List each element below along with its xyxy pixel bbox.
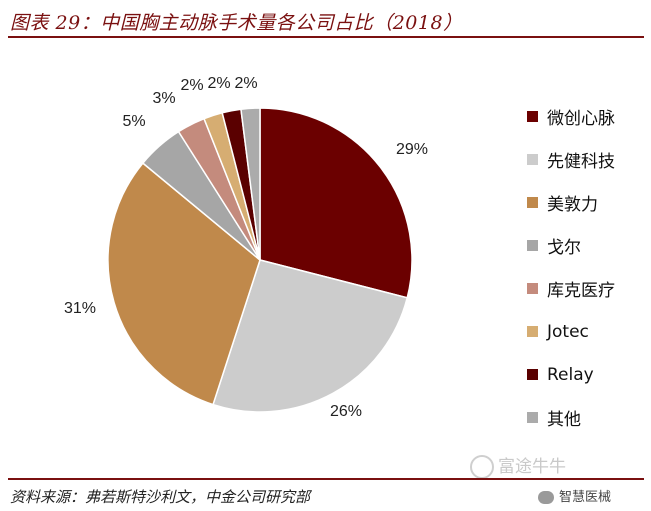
legend-label: Jotec xyxy=(547,321,589,342)
legend-swatch xyxy=(527,240,538,251)
legend-item-7: Relay xyxy=(527,353,615,396)
legend-label: 先健科技 xyxy=(547,152,615,172)
chart-legend: 微创心脉先健科技美敦力戈尔库克医疗 Jotec Relay 其他 xyxy=(527,95,615,439)
legend-swatch xyxy=(527,283,538,294)
pie-slice-8 xyxy=(240,107,261,261)
legend-item-8: 其他 xyxy=(527,396,615,439)
legend-label: 库克医疗 xyxy=(547,281,615,301)
data-label-8: 2% xyxy=(234,75,257,92)
legend-item-5: 库克医疗 xyxy=(527,267,615,310)
pie-slice-2 xyxy=(212,259,409,413)
legend-swatch xyxy=(527,197,538,208)
legend-item-2: 先健科技 xyxy=(527,138,615,181)
legend-swatch xyxy=(527,369,538,380)
legend-item-6: Jotec xyxy=(527,310,615,353)
data-label-6: 2% xyxy=(180,77,203,94)
data-label-1: 29% xyxy=(396,141,428,158)
wechat-icon xyxy=(538,491,554,504)
title-bar: 图表 29：中国胸主动脉手术量各公司占比（2018） xyxy=(8,4,644,38)
legend-item-3: 美敦力 xyxy=(527,181,615,224)
legend-label: 美敦力 xyxy=(547,195,598,215)
wechat-account-name: 智慧医械 xyxy=(559,490,612,505)
pie-chart: 29%26%31%5%3%2% 2% 2% xyxy=(64,75,428,420)
data-label-4: 5% xyxy=(122,113,145,130)
data-label-2: 26% xyxy=(330,403,362,420)
legend-swatch xyxy=(527,111,538,122)
legend-item-4: 戈尔 xyxy=(527,224,615,267)
source-bar: 资料来源：弗若斯特沙利文，中金公司研究部 xyxy=(8,478,644,506)
legend-label: 其他 xyxy=(547,410,581,430)
data-label-3: 31% xyxy=(64,300,96,317)
legend-label: Relay xyxy=(547,364,594,385)
legend-swatch xyxy=(527,154,538,165)
legend-label: 微创心脉 xyxy=(547,109,615,129)
data-label-5: 3% xyxy=(152,90,175,107)
legend-swatch xyxy=(527,326,538,337)
page-title: 图表 29：中国胸主动脉手术量各公司占比（2018） xyxy=(10,12,463,34)
pie-slice-3 xyxy=(107,162,261,406)
watermark: 富途牛牛 xyxy=(470,452,566,479)
wechat-badge: 智慧医械 xyxy=(538,486,611,505)
legend-item-1: 微创心脉 xyxy=(527,95,615,138)
watermark-text: 富途牛牛 xyxy=(498,457,566,477)
data-label-7: 2% xyxy=(207,75,230,92)
watermark-logo-icon xyxy=(470,455,494,479)
source-note: 资料来源：弗若斯特沙利文，中金公司研究部 xyxy=(10,488,311,506)
legend-label: 戈尔 xyxy=(547,238,581,258)
pie-slice-1 xyxy=(259,107,413,299)
legend-swatch xyxy=(527,412,538,423)
